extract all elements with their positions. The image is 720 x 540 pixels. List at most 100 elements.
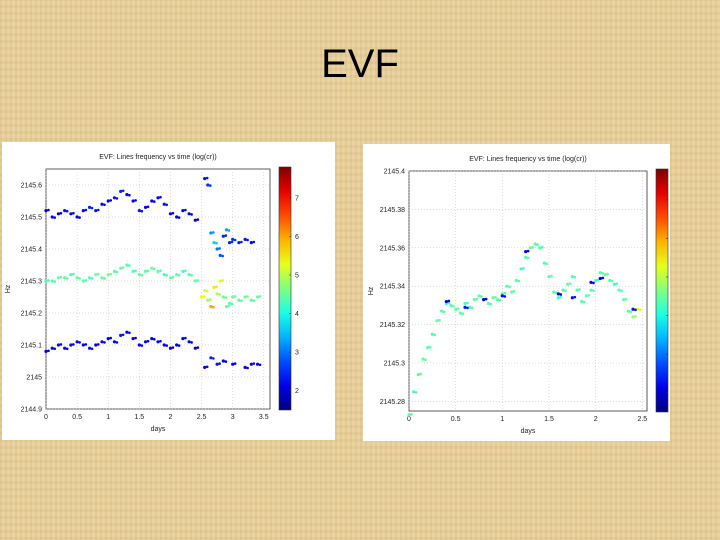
data-point (94, 209, 98, 213)
data-point (554, 291, 558, 294)
data-point (69, 343, 73, 347)
data-point (255, 295, 260, 299)
y-tick-label: 2145.32 (380, 322, 405, 329)
x-tick-label: 1 (106, 414, 110, 421)
data-point (224, 296, 228, 299)
data-point (237, 241, 241, 245)
data-point (94, 343, 98, 347)
data-point (96, 208, 100, 212)
data-point (209, 356, 213, 360)
data-point (258, 363, 262, 367)
data-point (224, 228, 229, 232)
data-point (421, 357, 425, 361)
x-tick-label: 1.5 (544, 416, 554, 423)
data-point (140, 209, 144, 213)
x-tick-label: 3.5 (259, 414, 269, 421)
data-point (221, 295, 225, 299)
data-point (187, 340, 191, 344)
data-point (59, 211, 63, 215)
data-point (87, 205, 92, 209)
data-point (50, 279, 54, 283)
data-point (449, 303, 453, 307)
data-point (159, 269, 162, 273)
data-point (165, 273, 169, 277)
data-point (206, 298, 210, 302)
data-point (115, 197, 119, 200)
data-point (103, 277, 106, 280)
colorbar (655, 168, 669, 413)
data-point (610, 279, 614, 283)
data-point (69, 273, 73, 277)
data-point (556, 292, 560, 296)
colorbar-tick-label: 2 (295, 388, 299, 395)
data-point (146, 269, 150, 273)
data-point (143, 340, 148, 344)
y-tick-label: 2145.3 (21, 279, 43, 286)
x-axis-label: days (521, 428, 536, 435)
colorbar-tick-label: 4 (295, 311, 299, 318)
slide-title: EVF (321, 42, 399, 86)
data-point (84, 208, 88, 212)
data-point (109, 199, 113, 202)
data-point (582, 300, 586, 304)
data-point (496, 298, 500, 302)
data-point (215, 292, 219, 296)
data-point (243, 295, 247, 299)
data-point (119, 266, 123, 270)
data-point (414, 391, 418, 394)
data-point (617, 288, 621, 292)
data-point (152, 200, 156, 203)
data-point (72, 211, 75, 215)
data-point (592, 289, 595, 292)
data-point (159, 339, 162, 343)
series-1 (444, 249, 637, 312)
data-point (56, 276, 61, 280)
colorbar-tick-label: 7 (295, 195, 299, 202)
plot-area (408, 170, 648, 412)
series-3 (199, 279, 262, 309)
data-point (152, 337, 156, 341)
data-point (121, 333, 125, 337)
data-point (109, 272, 113, 276)
x-tick-label: 0 (44, 414, 48, 421)
data-point (128, 193, 131, 197)
colorbar-tick-label: 6 (295, 234, 299, 241)
data-point (575, 288, 579, 292)
data-point (412, 390, 416, 394)
data-point (44, 349, 48, 353)
data-point (212, 241, 216, 245)
data-point (100, 340, 104, 344)
data-point (162, 202, 166, 206)
data-point (573, 295, 577, 299)
data-point (528, 246, 532, 250)
y-axis-label: Hz (5, 284, 12, 293)
data-point (522, 267, 525, 270)
data-point (615, 282, 619, 285)
data-point (255, 362, 260, 366)
data-point (165, 203, 169, 207)
data-point (203, 289, 207, 293)
data-point (466, 306, 469, 310)
data-point (629, 310, 633, 314)
data-point (598, 276, 602, 281)
series-0 (44, 189, 200, 222)
data-point (634, 315, 637, 318)
data-point (252, 240, 256, 244)
data-point (134, 199, 137, 202)
data-point (233, 295, 237, 298)
data-point (150, 337, 154, 341)
data-point (72, 272, 75, 276)
data-point (447, 299, 451, 303)
data-point (503, 295, 507, 298)
data-point (540, 245, 544, 249)
data-point (168, 346, 173, 350)
data-point (433, 333, 437, 337)
data-point (65, 209, 69, 213)
data-point (78, 216, 81, 219)
data-point (78, 277, 81, 280)
data-point (524, 255, 528, 259)
data-point (193, 279, 197, 283)
data-point (218, 293, 221, 296)
y-tick-label: 2145.5 (21, 215, 43, 222)
data-point (205, 365, 209, 369)
